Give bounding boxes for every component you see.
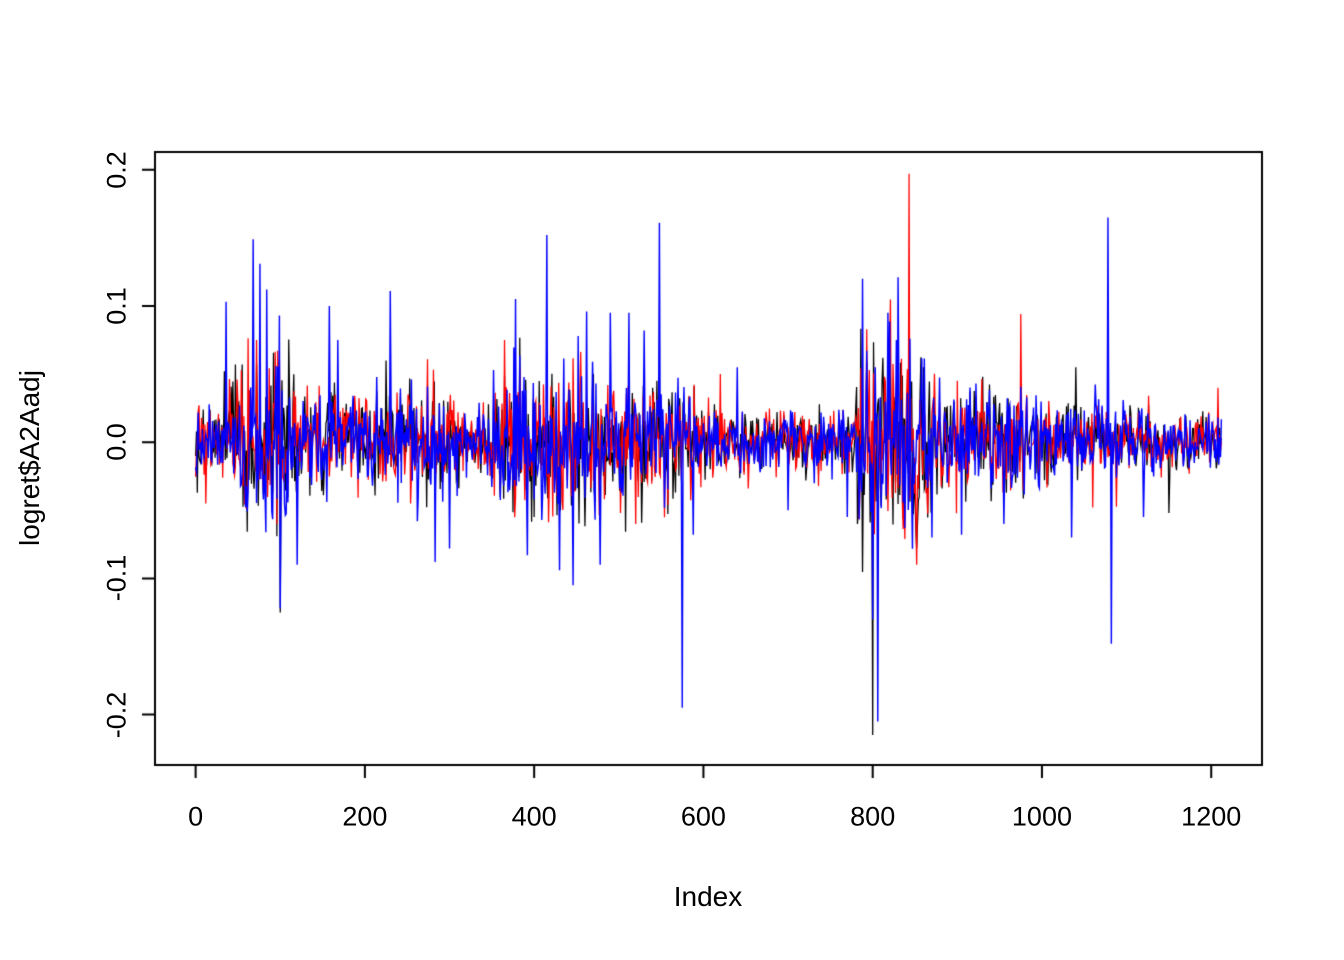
x-tick-label-200: 200	[342, 801, 388, 832]
x-tick-label-1000: 1000	[1011, 801, 1072, 832]
x-tick-label-600: 600	[680, 801, 726, 832]
y-tick-label-0.2: 0.2	[101, 150, 132, 189]
y-axis-title: logret$A2Aadj	[14, 370, 45, 546]
x-tick-label-0: 0	[188, 801, 204, 832]
x-tick-label-1200: 1200	[1181, 801, 1242, 832]
y-tick-label-0.1: 0.1	[101, 287, 132, 325]
x-tick-label-400: 400	[511, 801, 557, 832]
y-tick-label--0.1: -0.1	[101, 555, 132, 602]
y-tick-label--0.2: -0.2	[101, 691, 132, 738]
x-axis-title: Index	[673, 881, 743, 912]
y-tick-label-0.0: 0.0	[101, 423, 132, 461]
x-tick-label-800: 800	[850, 801, 896, 832]
